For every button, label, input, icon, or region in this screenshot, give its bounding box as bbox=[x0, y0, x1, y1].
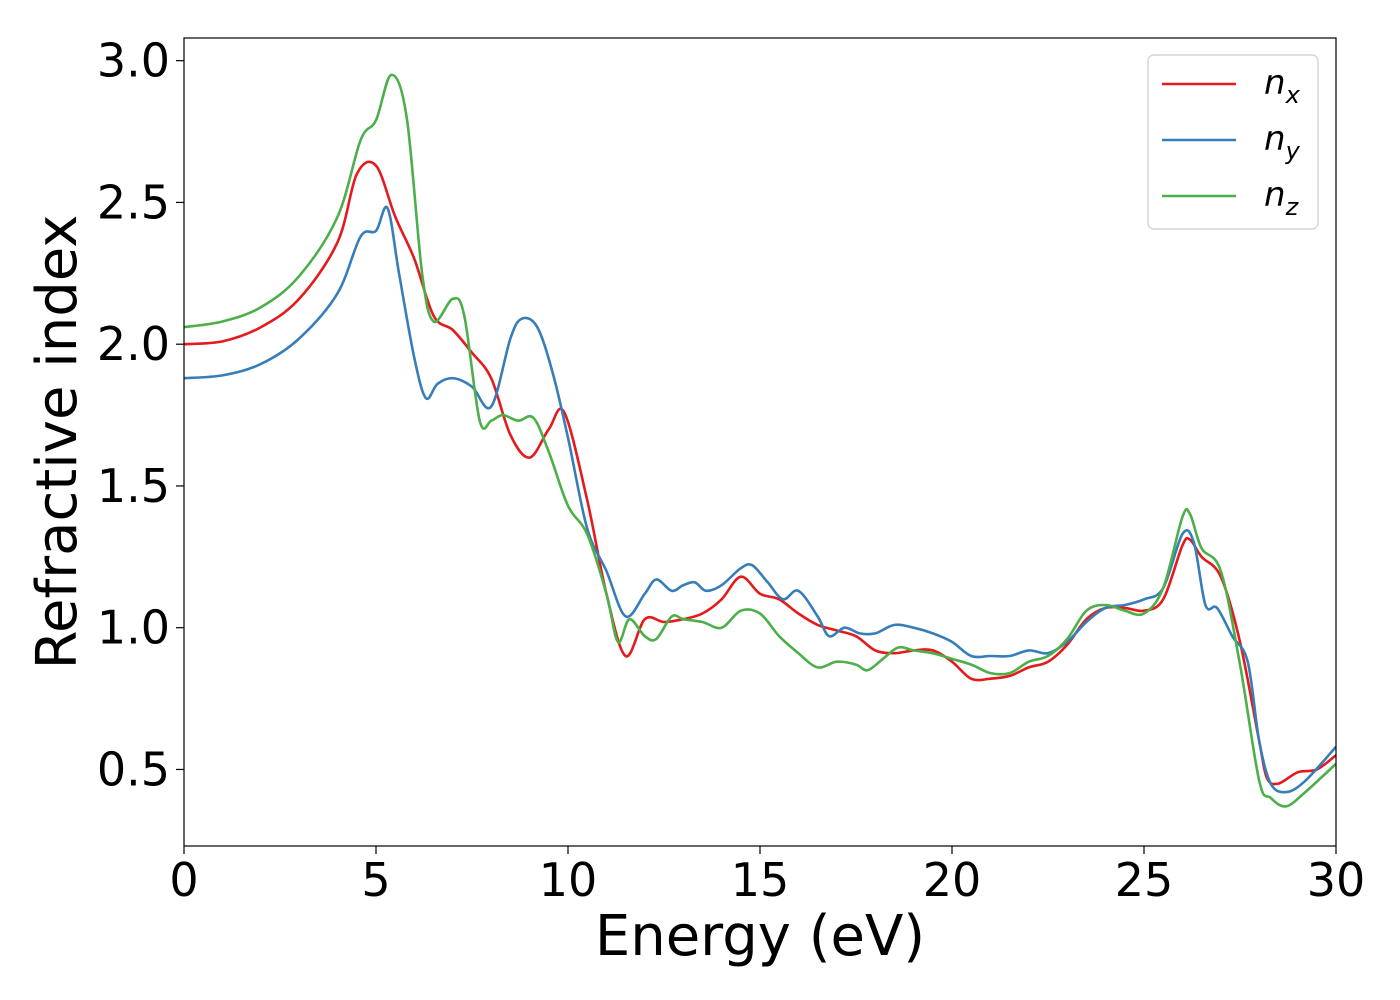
y-tick-label: 1.0 bbox=[97, 601, 170, 655]
x-tick-label: 15 bbox=[731, 853, 790, 907]
y-tick-label: 2.5 bbox=[97, 175, 170, 229]
legend-box bbox=[1147, 54, 1319, 230]
x-axis-title: Energy (eV) bbox=[595, 904, 925, 969]
plot-area bbox=[184, 38, 1336, 846]
y-axis-title: Refractive index bbox=[25, 215, 90, 670]
y-tick-label: 1.5 bbox=[97, 459, 170, 513]
x-tick-label: 5 bbox=[361, 853, 390, 907]
x-tick-label: 0 bbox=[169, 853, 198, 907]
x-tick-label: 20 bbox=[923, 853, 982, 907]
y-tick-label: 2.0 bbox=[97, 317, 170, 371]
y-tick-label: 3.0 bbox=[97, 34, 170, 88]
series-line-nz bbox=[184, 73, 1336, 808]
y-tick-label: 0.5 bbox=[97, 742, 170, 796]
x-axis-ticks: 0 5 10 15 20 25 30 bbox=[169, 846, 1365, 907]
series-layer bbox=[184, 73, 1336, 808]
y-axis-ticks: 0.5 1.0 1.5 2.0 2.5 3.0 bbox=[97, 34, 184, 796]
series-line-nx bbox=[184, 160, 1336, 786]
x-tick-label: 10 bbox=[539, 853, 598, 907]
x-tick-label: 25 bbox=[1115, 853, 1174, 907]
x-tick-label: 30 bbox=[1307, 853, 1366, 907]
